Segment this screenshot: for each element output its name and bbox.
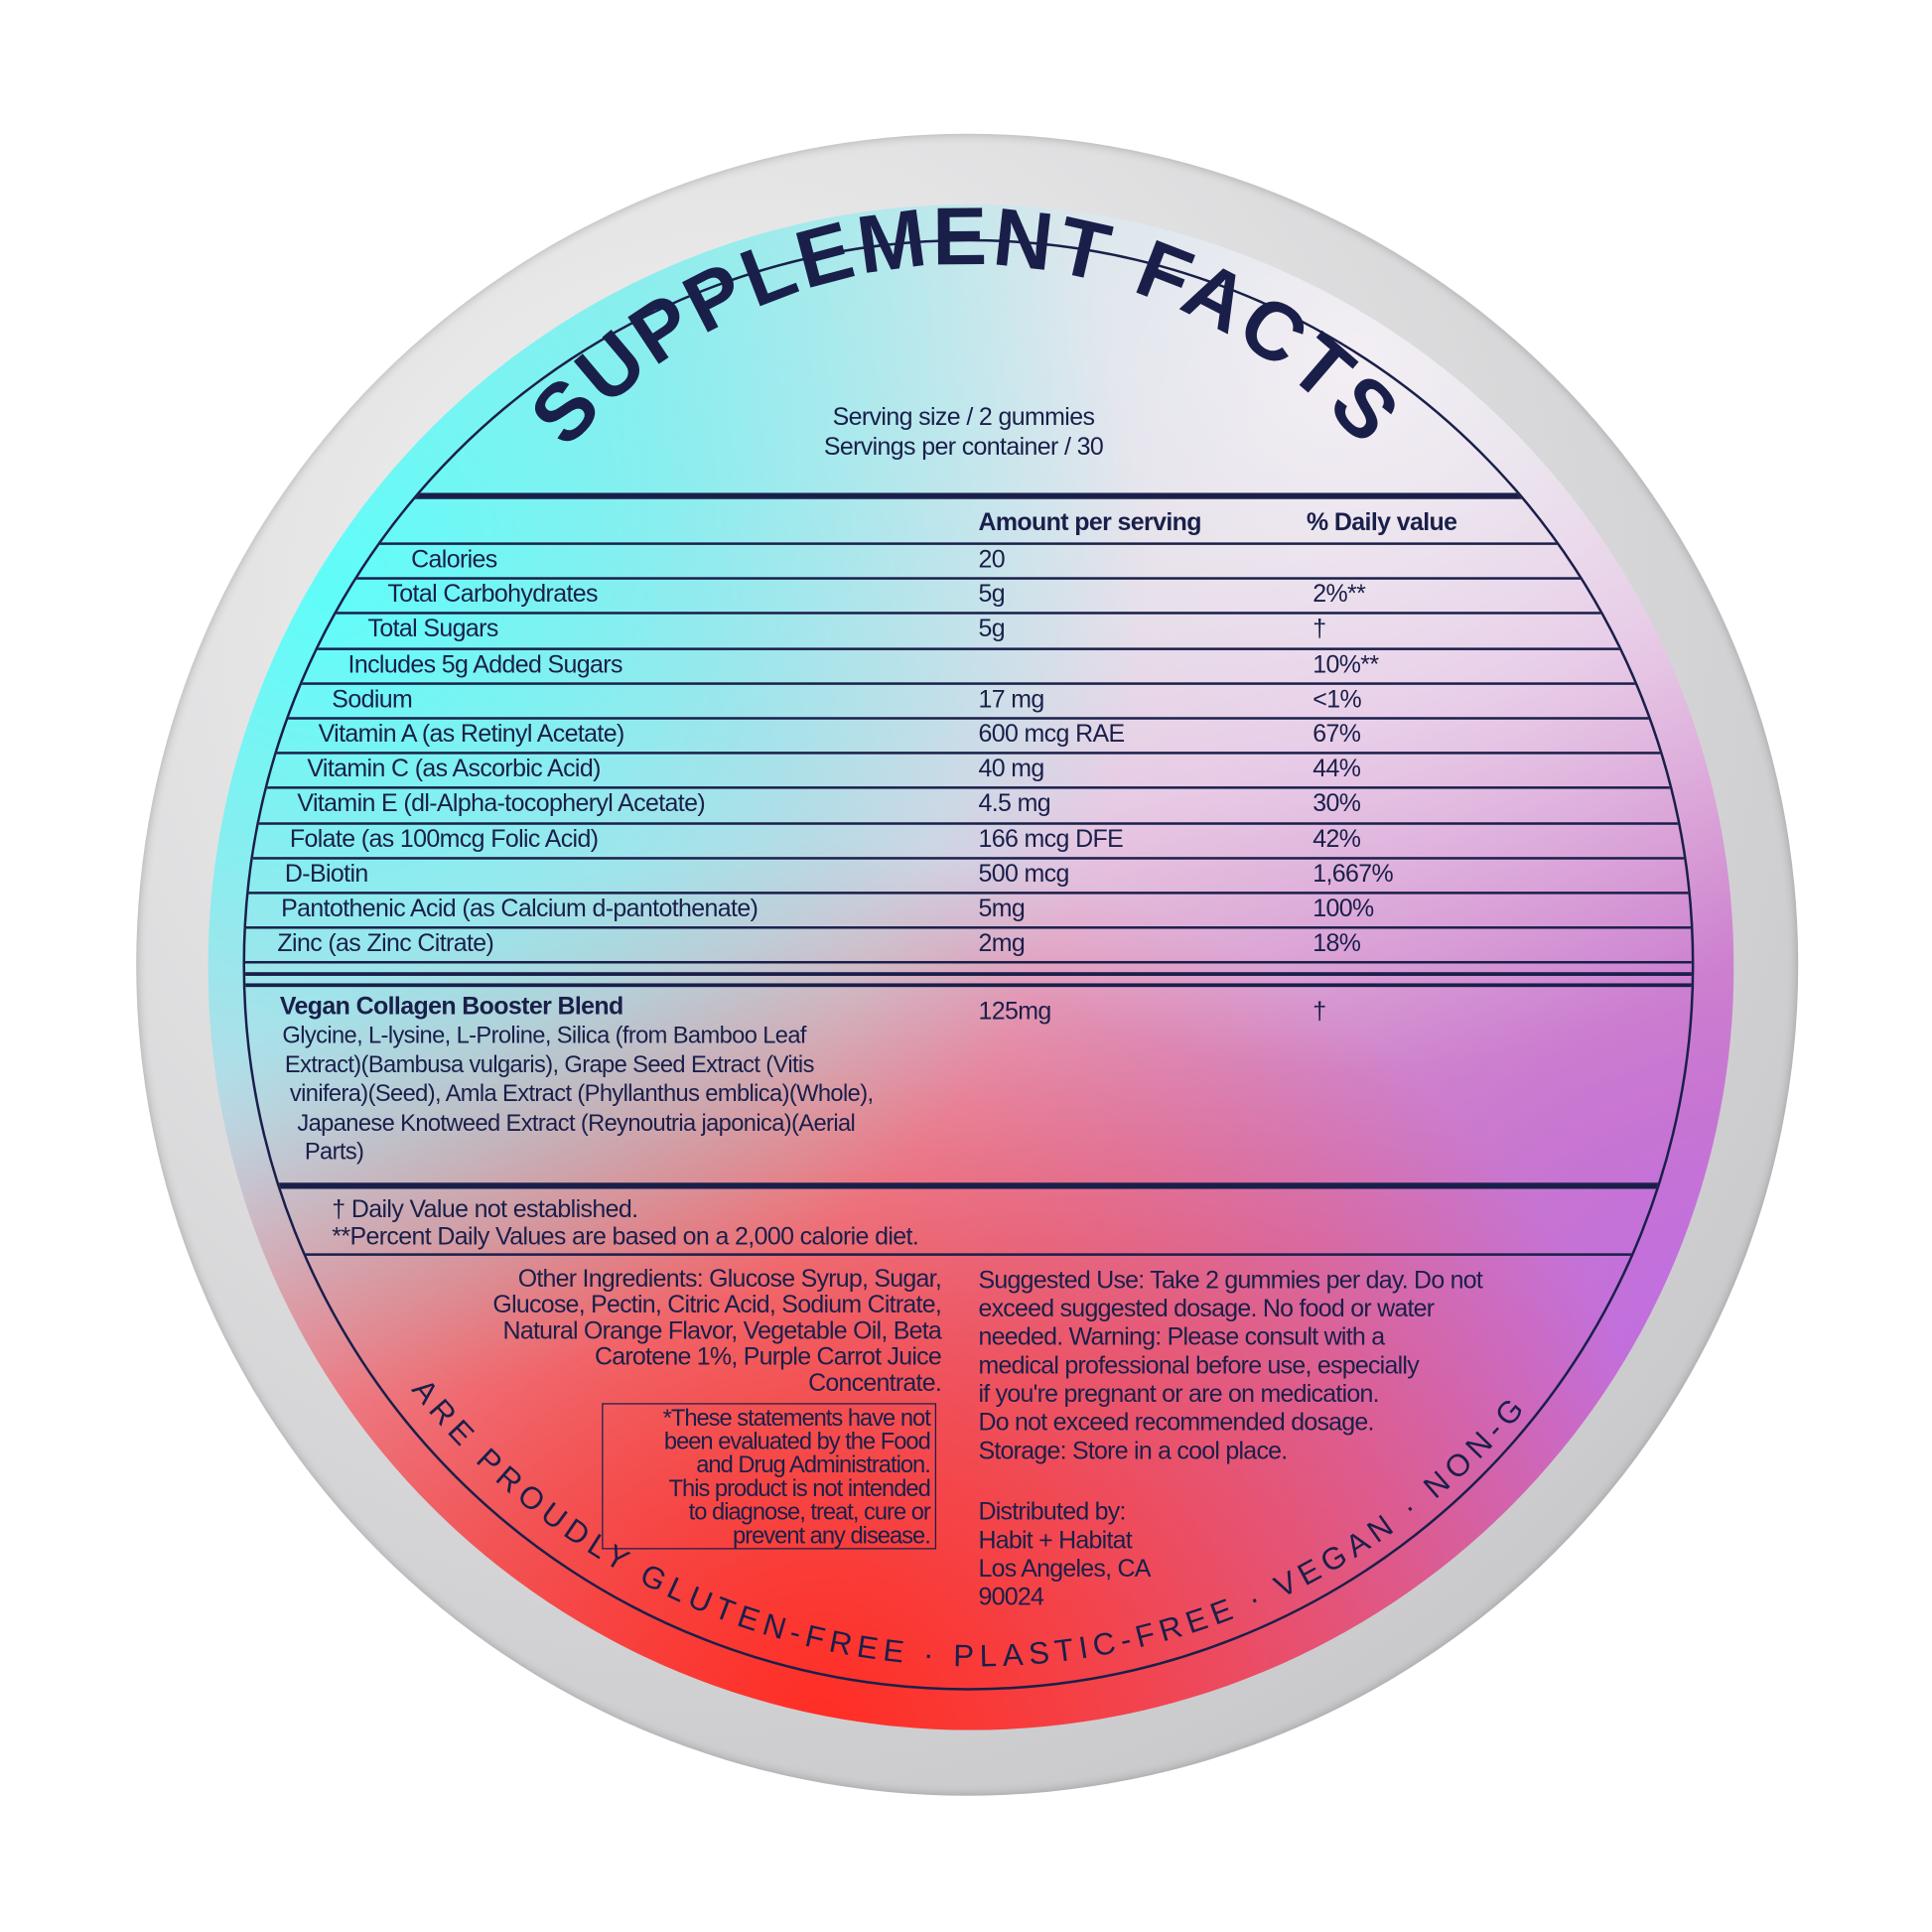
suggested-use-line: if you're pregnant or are on medication. bbox=[978, 1380, 1379, 1409]
daily-value: † bbox=[1312, 616, 1326, 643]
nutrient-name: Sodium bbox=[332, 685, 413, 714]
serving-size: Serving size / 2 gummies bbox=[832, 403, 1095, 432]
divider bbox=[244, 1253, 1692, 1256]
divider bbox=[244, 542, 1692, 545]
daily-value: 30% bbox=[1312, 790, 1361, 818]
nutrient-name: Vitamin C (as Ascorbic Acid) bbox=[307, 756, 601, 783]
blend-amount: 125mg bbox=[978, 998, 1051, 1026]
footnote-dv: **Percent Daily Values are based on a 2,… bbox=[332, 1223, 919, 1251]
divider bbox=[244, 752, 1692, 755]
nutrient-name: Vitamin E (dl-Alpha-tocopheryl Acetate) bbox=[297, 790, 706, 818]
daily-value: 2%** bbox=[1312, 581, 1366, 609]
divider bbox=[244, 612, 1692, 616]
fda-statement-line: and Drug Administration. bbox=[696, 1452, 931, 1479]
divider bbox=[244, 926, 1692, 929]
blend-ingredients: vinifera)(Seed), Amla Extract (Phyllanth… bbox=[289, 1080, 874, 1108]
dv-header: % Daily value bbox=[1307, 508, 1457, 537]
suggested-use-line: needed. Warning: Please consult with a bbox=[978, 1323, 1385, 1351]
daily-value: 1,667% bbox=[1312, 860, 1394, 889]
divider-thick bbox=[244, 983, 1692, 988]
blend-dv: † bbox=[1312, 998, 1326, 1026]
fda-statement-line: *These statements have not bbox=[662, 1405, 931, 1432]
divider bbox=[244, 892, 1692, 895]
amount: 40 mg bbox=[978, 756, 1044, 783]
divider bbox=[244, 786, 1692, 790]
divider-thick bbox=[244, 492, 1692, 499]
distributor-line: Los Angeles, CA bbox=[978, 1555, 1151, 1584]
daily-value: 67% bbox=[1312, 720, 1361, 749]
amount: 5g bbox=[978, 581, 1005, 609]
suggested-use: Suggested Use: Take 2 gummies per day. D… bbox=[978, 1267, 1482, 1466]
other-ingredients-line: Concentrate. bbox=[808, 1369, 942, 1398]
amount-header: Amount per serving bbox=[978, 508, 1201, 537]
fda-statement-line: prevent any disease. bbox=[733, 1523, 931, 1550]
other-ingredients-line: Carotene 1%, Purple Carrot Juice bbox=[594, 1343, 942, 1371]
nutrient-name: Zinc (as Zinc Citrate) bbox=[277, 930, 494, 958]
amount: 4.5 mg bbox=[978, 790, 1050, 818]
amount: 20 bbox=[978, 546, 1005, 574]
suggested-use-line: Do not exceed recommended dosage. bbox=[978, 1409, 1374, 1437]
other-ingredients-line: Other Ingredients: Glucose Syrup, Sugar, bbox=[517, 1265, 942, 1294]
daily-value: 10%** bbox=[1312, 650, 1379, 679]
divider bbox=[244, 961, 1692, 964]
distributor: Distributed by: Habit + Habitat Los Angele… bbox=[978, 1498, 1151, 1612]
amount: 600 mcg RAE bbox=[978, 720, 1125, 749]
other-ingredients-line: Natural Orange Flavor, Vegetable Oil, Be… bbox=[502, 1317, 942, 1345]
nutrient-name: Folate (as 100mcg Folic Acid) bbox=[289, 825, 599, 853]
blend-ingredients: Glycine, L-lysine, L-Proline, Silica (fr… bbox=[282, 1023, 806, 1049]
other-ingredients-line: Glucose, Pectin, Citric Acid, Sodium Cit… bbox=[492, 1292, 942, 1319]
divider-thick bbox=[244, 972, 1692, 976]
daily-value: 42% bbox=[1312, 825, 1361, 853]
fda-statement-line: This product is not intended bbox=[668, 1475, 931, 1503]
daily-value: <1% bbox=[1312, 685, 1362, 714]
daily-value: 100% bbox=[1312, 895, 1374, 923]
nutrient-name: Total Carbohydrates bbox=[387, 581, 598, 609]
blend-ingredients: Extract)(Bambusa vulgaris), Grape Seed E… bbox=[284, 1051, 815, 1078]
nutrient-name: Includes 5g Added Sugars bbox=[347, 650, 623, 679]
fda-statement-line: been evaluated by the Food bbox=[663, 1429, 931, 1455]
distributor-line: Habit + Habitat bbox=[978, 1527, 1132, 1555]
amount: 17 mg bbox=[978, 685, 1044, 714]
nutrient-name: Total Sugars bbox=[367, 616, 498, 643]
suggested-use-line: Storage: Store in a cool place. bbox=[978, 1438, 1288, 1465]
nutrient-name: Vitamin A (as Retinyl Acetate) bbox=[318, 720, 625, 749]
fda-statement-line: to diagnose, treat, cure or bbox=[688, 1499, 931, 1526]
other-ingredients: Other Ingredients: Glucose Syrup, Sugar,… bbox=[492, 1265, 942, 1398]
blend-ingredients: Japanese Knotweed Extract (Reynoutria ja… bbox=[297, 1110, 856, 1137]
nutrient-name: Calories bbox=[411, 546, 497, 574]
distributor-line: Distributed by: bbox=[978, 1498, 1126, 1526]
daily-value: 18% bbox=[1312, 930, 1361, 958]
nutrient-name: Pantothenic Acid (as Calcium d-pantothen… bbox=[281, 895, 759, 923]
nutrient-name: D-Biotin bbox=[284, 860, 368, 889]
blend-name: Vegan Collagen Booster Blend bbox=[279, 993, 623, 1021]
divider-thick bbox=[244, 1182, 1692, 1189]
suggested-use-line: medical professional before use, especia… bbox=[978, 1352, 1419, 1380]
amount: 166 mcg DFE bbox=[978, 825, 1124, 853]
amount: 2mg bbox=[978, 930, 1026, 958]
divider bbox=[244, 717, 1692, 720]
footnote-dagger: † Daily Value not established. bbox=[332, 1195, 638, 1224]
distributor-line: 90024 bbox=[978, 1584, 1044, 1611]
divider bbox=[244, 646, 1692, 650]
divider bbox=[244, 821, 1692, 825]
suggested-use-line: Suggested Use: Take 2 gummies per day. D… bbox=[978, 1267, 1483, 1295]
amount: 5g bbox=[978, 616, 1005, 643]
table-ring bbox=[242, 238, 1695, 1691]
divider bbox=[244, 682, 1692, 685]
amount: 500 mcg bbox=[978, 860, 1069, 889]
amount: 5mg bbox=[978, 895, 1026, 923]
daily-value: 44% bbox=[1312, 756, 1361, 783]
blend-ingredients: Parts) bbox=[304, 1139, 364, 1166]
suggested-use-line: exceed suggested dosage. No food or wate… bbox=[978, 1295, 1435, 1323]
fda-statement: *These statements have not been evaluated… bbox=[602, 1403, 937, 1550]
servings-per-container: Servings per container / 30 bbox=[823, 433, 1104, 462]
divider bbox=[244, 856, 1692, 860]
divider bbox=[244, 577, 1692, 581]
